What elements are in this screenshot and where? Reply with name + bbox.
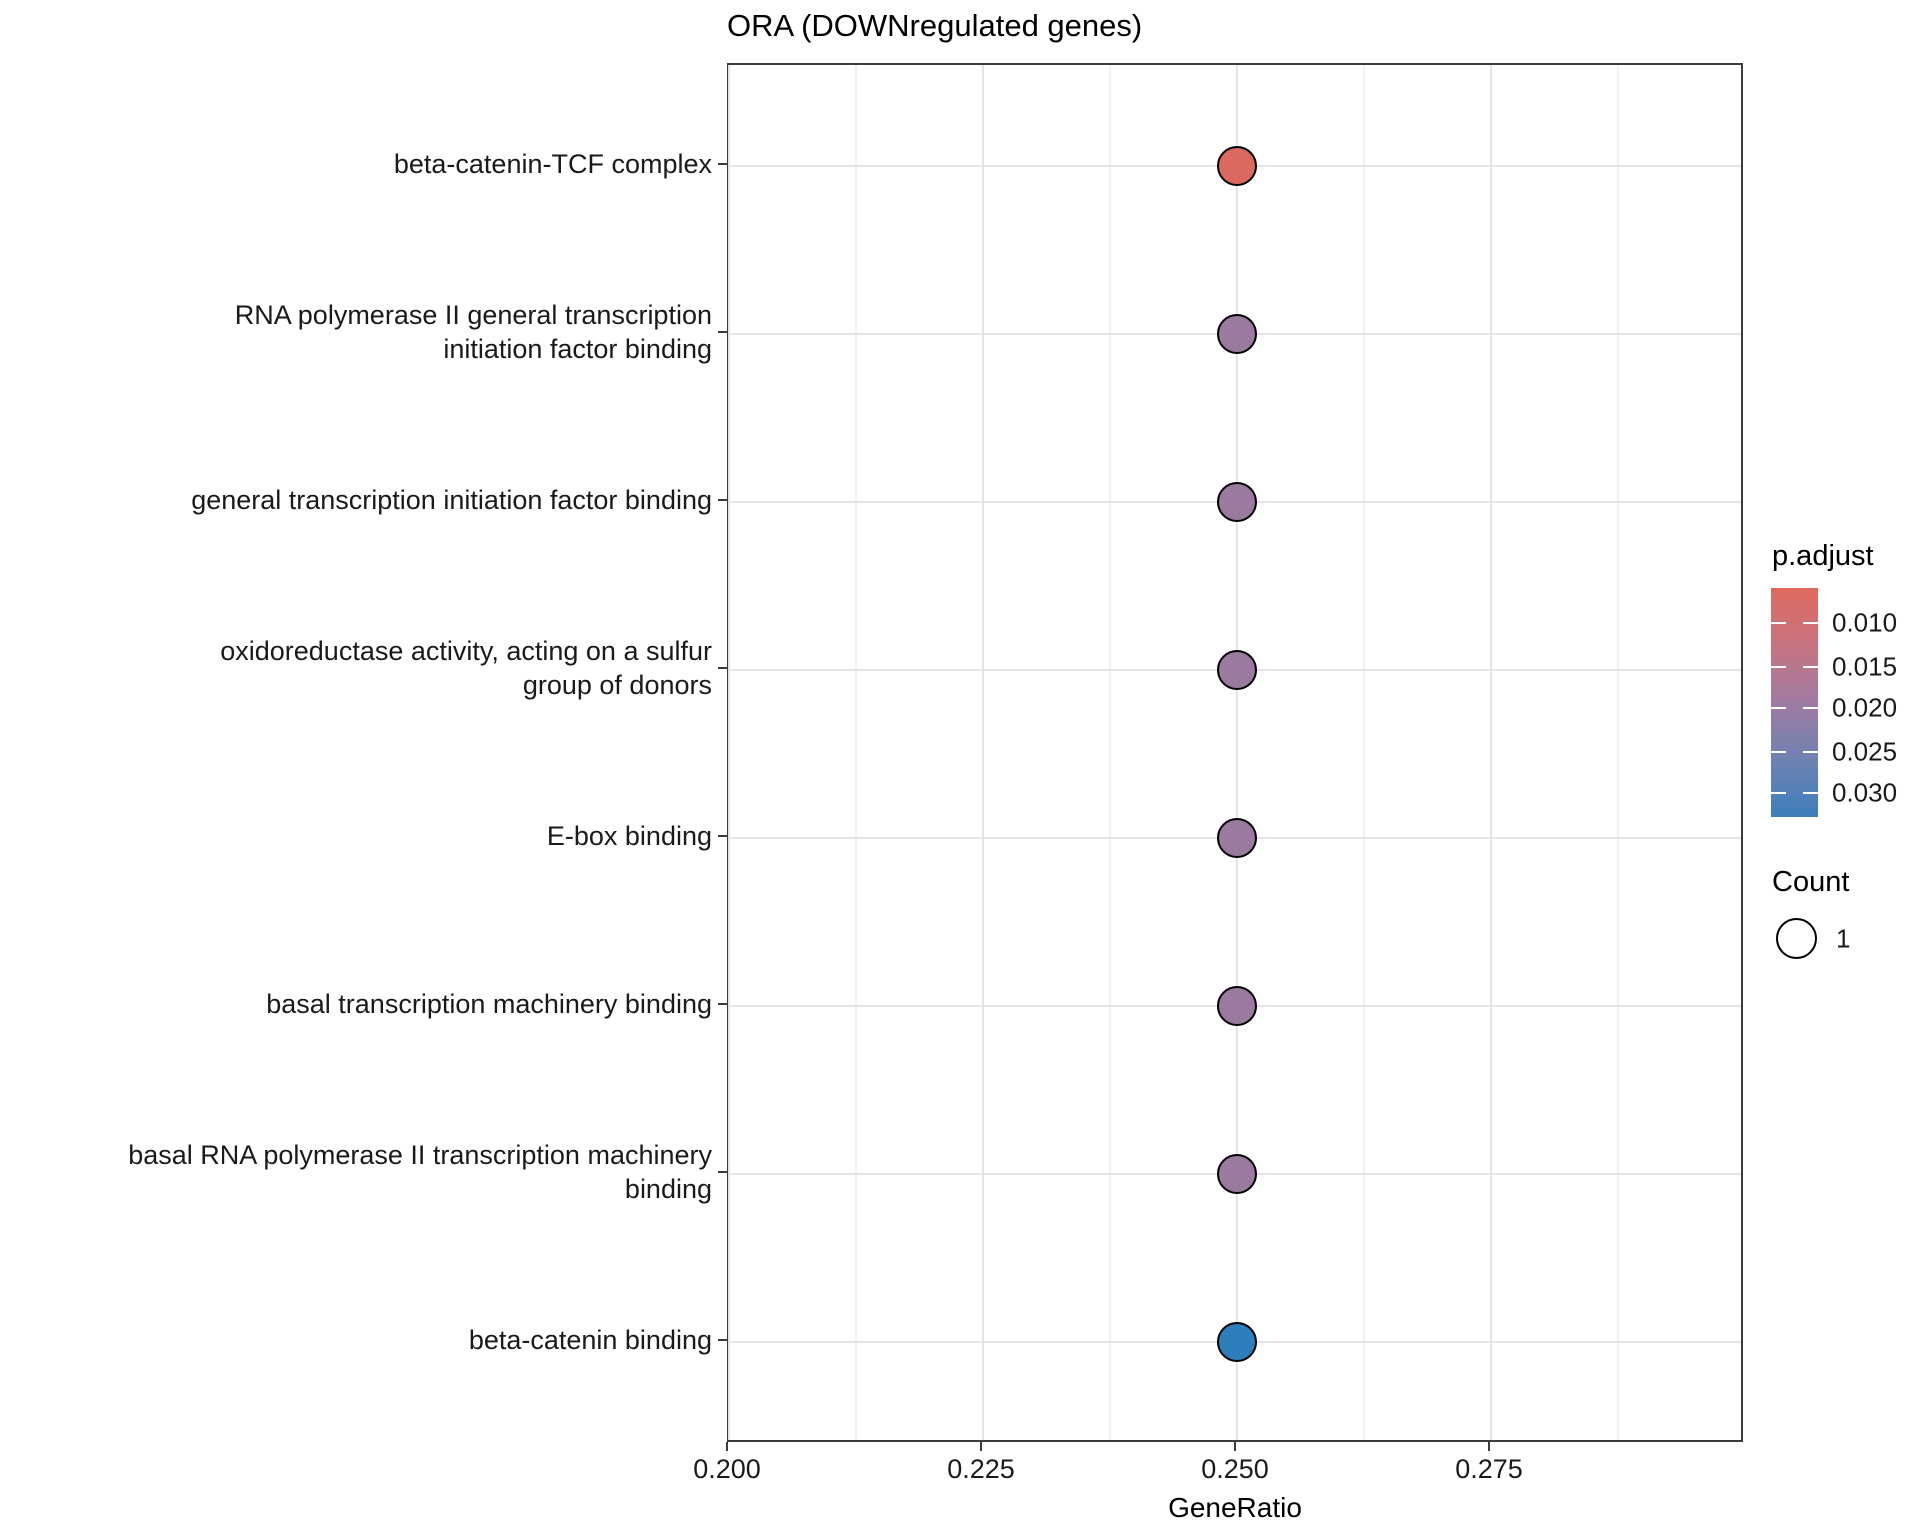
colorbar-tick-label: 0.010: [1832, 607, 1898, 638]
colorbar-tick-left: [1771, 621, 1786, 625]
gridline-minor-vertical: [855, 65, 857, 1440]
colorbar-tick-right: [1803, 791, 1818, 795]
data-point-dot: [1217, 650, 1257, 690]
y-axis-label-line: initiation factor binding: [443, 334, 712, 364]
x-axis-tick-label: 0.200: [693, 1454, 761, 1484]
y-axis-tick: [718, 1339, 727, 1341]
y-axis-label-line: oxidoreductase activity, acting on a sul…: [220, 636, 712, 666]
y-axis-label-line: beta-catenin-TCF complex: [393, 149, 712, 179]
count-legend-circle: [1776, 918, 1817, 959]
data-point-dot: [1217, 818, 1257, 858]
y-axis-tick: [718, 835, 727, 837]
y-axis-tick: [718, 1171, 727, 1173]
data-point-dot: [1217, 146, 1257, 186]
colorbar-tick-label: 0.030: [1832, 777, 1898, 808]
colorbar-tick-label: 0.020: [1832, 692, 1898, 723]
gridline-minor-vertical: [1363, 65, 1365, 1440]
y-axis-label: E-box binding: [0, 819, 712, 853]
plot-panel: [727, 63, 1743, 1442]
y-axis-label-line: general transcription initiation factor …: [191, 485, 712, 515]
y-axis-label: beta-catenin binding: [0, 1323, 712, 1357]
y-axis-label-line: group of donors: [522, 670, 712, 700]
colorbar-tick-label: 0.015: [1832, 651, 1898, 682]
colorbar-tick-right: [1803, 621, 1818, 625]
count-legend-label: 1: [1836, 923, 1851, 954]
colorbar-tick-label: 0.025: [1832, 736, 1898, 767]
y-axis-tick: [718, 163, 727, 165]
colorbar-tick-right: [1803, 750, 1818, 754]
colorbar-tick-left: [1771, 665, 1786, 669]
data-point-dot: [1217, 1322, 1257, 1362]
y-axis-label-line: binding: [624, 1174, 712, 1204]
y-axis-label: oxidoreductase activity, acting on a sul…: [0, 634, 712, 702]
colorbar-tick-left: [1771, 791, 1786, 795]
y-axis-label: general transcription initiation factor …: [0, 483, 712, 517]
gridline-minor-vertical: [1617, 65, 1619, 1440]
data-point-dot: [1217, 314, 1257, 354]
gridline-minor-vertical: [1109, 65, 1111, 1440]
colorbar-tick-left: [1771, 706, 1786, 710]
x-axis-tick: [1488, 1442, 1490, 1451]
gridline-major-vertical: [1236, 65, 1238, 1440]
x-axis-tick: [1234, 1442, 1236, 1451]
data-point-dot: [1217, 1154, 1257, 1194]
legend-padjust-title: p.adjust: [1772, 540, 1874, 572]
y-axis-label: basal transcription machinery binding: [0, 987, 712, 1021]
y-axis-tick: [718, 331, 727, 333]
legend-count-title: Count: [1772, 866, 1850, 898]
plot-title: ORA (DOWNregulated genes): [727, 8, 1143, 43]
y-axis-label-line: basal transcription machinery binding: [266, 989, 712, 1019]
y-axis-tick: [718, 667, 727, 669]
x-axis-tick-label: 0.225: [947, 1454, 1015, 1484]
colorbar-tick-right: [1803, 706, 1818, 710]
y-axis-label-line: basal RNA polymerase II transcription ma…: [128, 1140, 712, 1170]
colorbar-tick-left: [1771, 750, 1786, 754]
x-axis-tick-label: 0.275: [1455, 1454, 1523, 1484]
x-axis-tick: [980, 1442, 982, 1451]
x-axis-tick-label: 0.250: [1201, 1454, 1269, 1484]
gridline-major-vertical: [728, 65, 730, 1440]
y-axis-tick: [718, 1003, 727, 1005]
data-point-dot: [1217, 986, 1257, 1026]
colorbar-tick-right: [1803, 665, 1818, 669]
x-axis-tick: [726, 1442, 728, 1451]
y-axis-label-line: RNA polymerase II general transcription: [234, 300, 712, 330]
y-axis-label-line: beta-catenin binding: [468, 1325, 712, 1355]
data-point-dot: [1217, 482, 1257, 522]
y-axis-label: basal RNA polymerase II transcription ma…: [0, 1138, 712, 1206]
padjust-colorbar: [1771, 588, 1818, 817]
gridline-major-vertical: [1490, 65, 1492, 1440]
y-axis-label-line: E-box binding: [546, 821, 712, 851]
y-axis-tick: [718, 499, 727, 501]
y-axis-label: beta-catenin-TCF complex: [0, 147, 712, 181]
gridline-major-vertical: [982, 65, 984, 1440]
y-axis-label: RNA polymerase II general transcription i…: [0, 298, 712, 366]
x-axis-title: GeneRatio: [1168, 1492, 1302, 1523]
